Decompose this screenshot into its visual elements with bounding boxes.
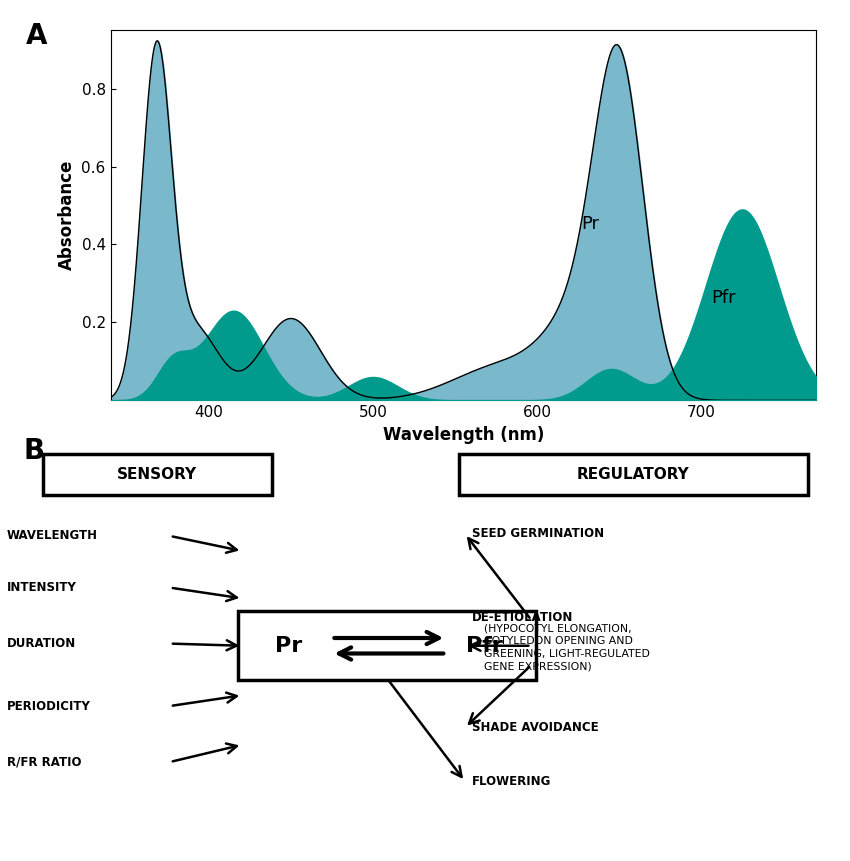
Text: PERIODICITY: PERIODICITY: [7, 699, 91, 713]
Text: SHADE AVOIDANCE: SHADE AVOIDANCE: [472, 721, 598, 734]
Text: B: B: [24, 437, 45, 465]
Text: REGULATORY: REGULATORY: [577, 468, 689, 482]
Text: Pfr: Pfr: [711, 289, 735, 307]
FancyBboxPatch shape: [42, 455, 272, 495]
Text: SEED GERMINATION: SEED GERMINATION: [472, 527, 604, 541]
Text: (HYPOCOTYL ELONGATION,
COTYLEDON OPENING AND
GREENING, LIGHT-REGULATED
GENE EXPR: (HYPOCOTYL ELONGATION, COTYLEDON OPENING…: [484, 623, 650, 672]
Text: WAVELENGTH: WAVELENGTH: [7, 530, 98, 542]
Text: A: A: [26, 22, 47, 50]
Text: SENSORY: SENSORY: [117, 468, 197, 482]
Text: INTENSITY: INTENSITY: [7, 581, 76, 594]
Y-axis label: Absorbance: Absorbance: [58, 160, 76, 270]
Text: FLOWERING: FLOWERING: [472, 775, 551, 788]
Text: Pr: Pr: [275, 635, 303, 656]
Text: DE-ETIOLATION: DE-ETIOLATION: [472, 611, 573, 624]
Text: DURATION: DURATION: [7, 637, 76, 650]
Text: R/FR RATIO: R/FR RATIO: [7, 755, 82, 769]
Text: Pfr: Pfr: [466, 635, 503, 656]
FancyBboxPatch shape: [238, 611, 536, 680]
X-axis label: Wavelength (nm): Wavelength (nm): [382, 426, 544, 443]
FancyBboxPatch shape: [459, 455, 808, 495]
Text: Pr: Pr: [581, 215, 599, 232]
